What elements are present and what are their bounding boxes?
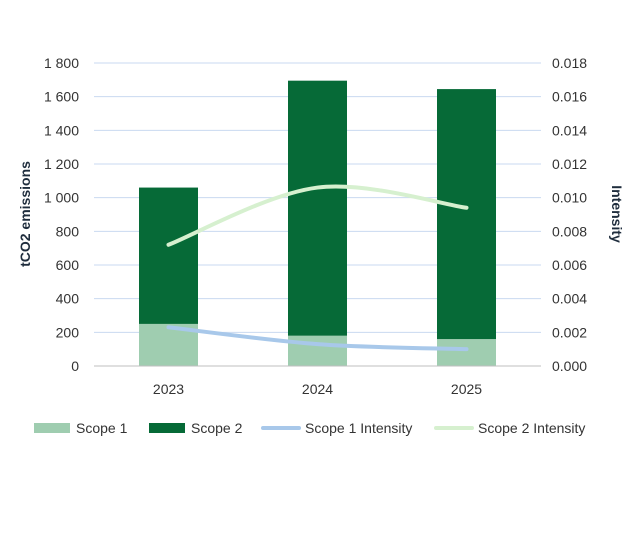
x-axis-ticks: 2023 2024 2025 (153, 381, 482, 397)
y-tick-label-right: 0.010 (552, 190, 587, 206)
legend-swatch-scope-1 (34, 423, 70, 433)
legend-label-scope-1: Scope 1 (76, 420, 128, 436)
bar-scope-1-2024 (288, 335, 347, 366)
y-tick-label-left: 200 (56, 324, 80, 340)
y-axis-title-right: Intensity (609, 185, 625, 243)
y-tick-label-right: 0.016 (552, 89, 587, 105)
y-tick-label-right: 0.008 (552, 223, 587, 239)
y-tick-label-right: 0.012 (552, 156, 587, 172)
line-scope-2-intensity (166, 184, 469, 247)
y-tick-label-left: 400 (56, 291, 80, 307)
legend-label-scope-2: Scope 2 (191, 420, 243, 436)
legend-label-scope-1-intensity: Scope 1 Intensity (305, 420, 412, 436)
legend: Scope 1 Scope 2 Scope 1 Intensity Scope 2 I… (34, 420, 585, 436)
right-axis-ticks: 0.000 0.002 0.004 0.006 0.008 0.010 0.012 0.014… (552, 55, 587, 374)
intensity-lines (166, 184, 469, 352)
y-axis-title-left: tCO2 emissions (17, 161, 33, 267)
y-tick-label-left: 1 400 (44, 122, 79, 138)
y-tick-label-left: 1 000 (44, 190, 79, 206)
bars (139, 80, 496, 366)
y-tick-label-left: 600 (56, 257, 80, 273)
y-tick-label-right: 0.000 (552, 358, 587, 374)
x-tick-label: 2025 (451, 381, 482, 397)
y-tick-label-left: 800 (56, 223, 80, 239)
x-tick-label: 2024 (302, 381, 333, 397)
line-scope-1-intensity (166, 325, 469, 352)
y-tick-label-left: 0 (71, 358, 79, 374)
x-tick-label: 2023 (153, 381, 184, 397)
legend-label-scope-2-intensity: Scope 2 Intensity (478, 420, 585, 436)
bar-scope-1-2025 (437, 339, 496, 366)
y-tick-label-right: 0.004 (552, 291, 587, 307)
bar-scope-2-2023 (139, 187, 198, 324)
legend-swatch-scope-2 (149, 423, 185, 433)
y-tick-label-left: 1 200 (44, 156, 79, 172)
bar-scope-2-2024 (288, 80, 347, 336)
y-tick-label-right: 0.018 (552, 55, 587, 71)
left-axis-ticks: 0 200 400 600 800 1 000 1 200 1 400 1 600 1 800 (44, 55, 79, 374)
y-tick-label-left: 1 600 (44, 89, 79, 105)
bar-scope-2-2025 (437, 89, 496, 340)
y-tick-label-right: 0.006 (552, 257, 587, 273)
y-tick-label-right: 0.002 (552, 324, 587, 340)
y-tick-label-left: 1 800 (44, 55, 79, 71)
y-tick-label-right: 0.014 (552, 122, 587, 138)
